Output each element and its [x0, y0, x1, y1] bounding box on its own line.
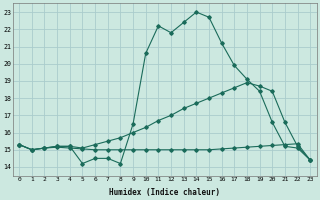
X-axis label: Humidex (Indice chaleur): Humidex (Indice chaleur) — [109, 188, 220, 197]
